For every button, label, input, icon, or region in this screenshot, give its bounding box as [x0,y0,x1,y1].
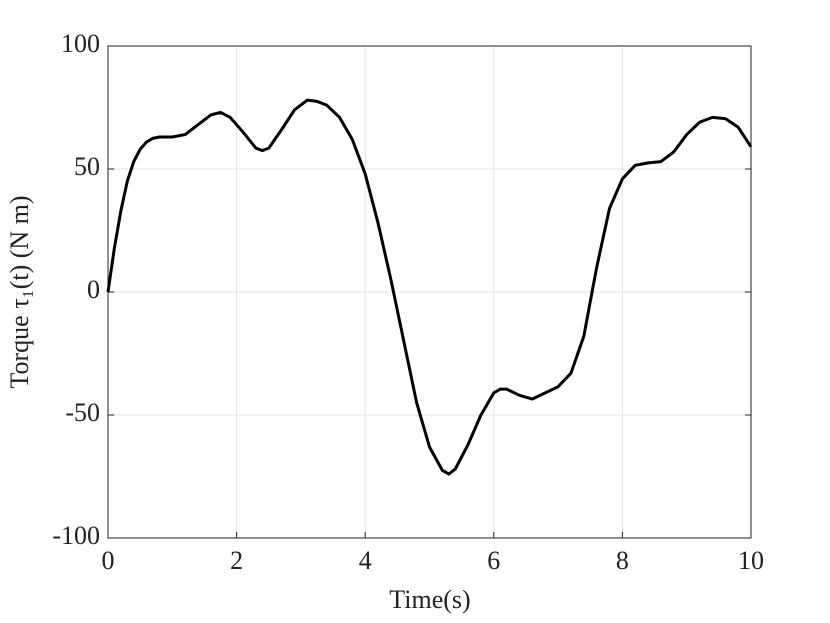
y-tick-label: -100 [52,521,100,550]
y-tick-label: -50 [65,398,100,427]
x-tick-label: 4 [359,546,372,575]
y-axis-label: Torque τ₁(t) (N m) [5,195,34,388]
y-tick-label: 50 [74,152,100,181]
x-tick-label: 2 [230,546,243,575]
y-tick-label: 100 [61,29,100,58]
x-tick-label: 10 [738,546,764,575]
x-tick-label: 0 [102,546,115,575]
y-tick-label: 0 [87,275,100,304]
x-tick-label: 8 [616,546,629,575]
line [106,98,753,476]
x-tick-label: 6 [487,546,500,575]
x-axis-label: Time(s) [389,585,470,614]
